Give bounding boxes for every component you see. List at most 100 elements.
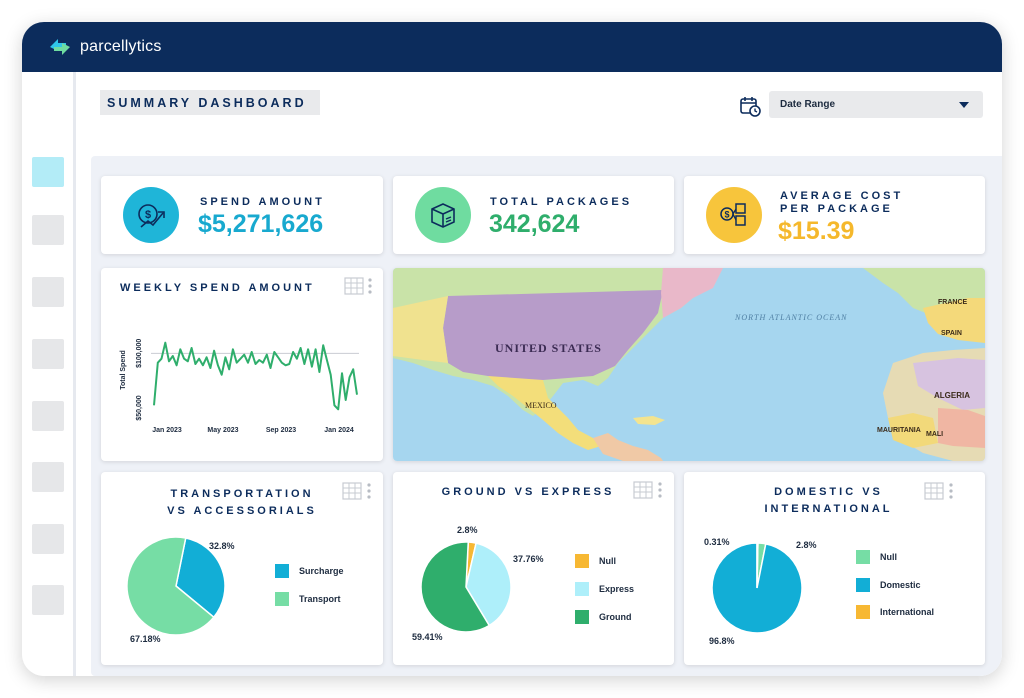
sidebar-item-5[interactable] [32, 401, 64, 431]
ground-express-title: GROUND VS EXPRESS [441, 486, 615, 498]
app-logo-text: parcellytics [80, 38, 162, 55]
legend-swatch [575, 582, 589, 596]
date-range-label: Date Range [780, 99, 836, 110]
table-view-icon[interactable] [342, 482, 362, 500]
transport-title-line1: TRANSPORTATION [170, 488, 314, 500]
pie-label-transport: 67.18% [130, 634, 161, 644]
pie-label-null: 2.8% [796, 540, 817, 550]
kpi-packages-value: 342,624 [489, 210, 580, 238]
weekly-spend-title: WEEKLY SPEND AMOUNT [120, 282, 315, 294]
legend-swatch [575, 610, 589, 624]
kpi-spend-label: SPEND AMOUNT [200, 196, 325, 208]
transport-title-line2: VS ACCESSORIALS [167, 505, 317, 517]
domestic-international-card: DOMESTIC VS INTERNATIONAL 0.31% 2.8% 96.… [684, 472, 985, 665]
kpi-avg-cost-label: AVERAGE COST PER PACKAGE [780, 190, 903, 216]
more-options-icon[interactable] [367, 482, 371, 500]
more-options-icon[interactable] [368, 277, 372, 295]
legend-swatch [856, 578, 870, 592]
legend-label: Transport [299, 594, 341, 604]
map-label-mauritania: MAURITANIA [877, 427, 921, 434]
more-options-icon[interactable] [658, 481, 662, 499]
kpi-avg-cost-value: $15.39 [778, 217, 855, 245]
kpi-packages-label: TOTAL PACKAGES [490, 196, 633, 208]
legend-label: Surcharge [299, 566, 344, 576]
pie-label-domestic: 96.8% [709, 636, 735, 646]
legend-label: Express [599, 584, 635, 594]
sidebar [22, 72, 76, 676]
x-tick-label: Jan 2024 [324, 427, 354, 434]
top-bar: parcellytics [22, 22, 1002, 72]
legend-item-surcharge: Surcharge [275, 564, 344, 578]
table-view-icon[interactable] [924, 482, 944, 500]
legend-label: Domestic [880, 580, 921, 590]
domestic-title-line1: DOMESTIC VS [774, 486, 883, 498]
table-view-icon[interactable] [633, 481, 653, 499]
legend-swatch [856, 605, 870, 619]
sidebar-item-6[interactable] [32, 462, 64, 492]
more-options-icon[interactable] [949, 482, 953, 500]
legend-swatch [575, 554, 589, 568]
sidebar-item-7[interactable] [32, 524, 64, 554]
svg-text:$: $ [145, 209, 151, 221]
kpi-avg-cost-label-line1: AVERAGE COST [780, 190, 904, 202]
legend-item-express: Express [575, 582, 634, 596]
weekly-spend-card: WEEKLY SPEND AMOUNT $50,000 $100,000 Total… [101, 268, 383, 461]
cost-per-package-icon: $ [706, 187, 762, 243]
sidebar-item-4[interactable] [32, 339, 64, 369]
sidebar-item-1[interactable] [32, 157, 64, 187]
map-label-mexico: MEXICO [525, 401, 557, 410]
legend-label: International [880, 607, 935, 617]
legend-swatch [275, 564, 289, 578]
calendar-clock-icon[interactable] [739, 95, 761, 117]
transport-pie-chart [126, 536, 226, 636]
sidebar-item-2[interactable] [32, 215, 64, 245]
legend-item-null: Null [575, 554, 616, 568]
kpi-spend-value: $5,271,626 [198, 210, 324, 238]
legend-item-international: International [856, 605, 934, 619]
legend-item-domestic: Domestic [856, 578, 921, 592]
legend-swatch [275, 592, 289, 606]
logo-icon [50, 39, 70, 55]
pie-slice-ground[interactable] [420, 541, 491, 633]
domestic-international-title: DOMESTIC VS INTERNATIONAL [684, 484, 973, 518]
pie-slice-international[interactable] [756, 542, 759, 589]
domestic-title-line2: INTERNATIONAL [764, 503, 893, 515]
kpi-spend-card: $ SPEND AMOUNT $5,271,626 [101, 176, 383, 254]
pie-label-express: 37.76% [513, 554, 544, 564]
pie-slice-transport[interactable] [126, 536, 215, 636]
legend-label: Null [880, 552, 897, 562]
package-box-icon [415, 187, 471, 243]
ground-express-pie-chart [420, 541, 512, 633]
map-label-us: UNITED STATES [495, 341, 602, 355]
map-label-algeria: ALGERIA [934, 391, 970, 400]
y-tick-label: $100,000 [136, 339, 143, 368]
weekly-spend-line-chart: $50,000 $100,000 Total Spend Jan 2023 May 20… [120, 339, 359, 434]
legend-label: Null [599, 556, 616, 566]
map-label-spain: SPAIN [941, 330, 962, 337]
chevron-down-icon [959, 102, 969, 108]
legend-label: Ground [599, 612, 632, 622]
svg-text:$: $ [724, 210, 729, 220]
map-label-france: FRANCE [938, 299, 967, 306]
series-line [153, 341, 358, 411]
kpi-packages-card: TOTAL PACKAGES 342,624 [393, 176, 674, 254]
world-map[interactable]: UNITED STATES NORTH ATLANTIC OCEAN MEXIC… [393, 268, 985, 461]
transport-accessorials-card: TRANSPORTATION VS ACCESSORIALS 32.8% 67.… [101, 472, 383, 665]
map-label-mali: MALI [926, 431, 943, 438]
y-tick-label: $50,000 [136, 395, 143, 420]
x-tick-label: May 2023 [207, 427, 238, 434]
x-tick-label: Sep 2023 [266, 427, 296, 434]
sidebar-item-8[interactable] [32, 585, 64, 615]
sidebar-item-3[interactable] [32, 277, 64, 307]
pie-label-surcharge: 32.8% [209, 541, 235, 551]
legend-item-null: Null [856, 550, 897, 564]
date-range-dropdown[interactable]: Date Range [769, 91, 983, 118]
map-card: UNITED STATES NORTH ATLANTIC OCEAN MEXIC… [393, 268, 985, 461]
ground-express-card: GROUND VS EXPRESS 2.8% 37.76% 59.41% Nul… [393, 472, 674, 665]
pie-slice-surcharge[interactable] [175, 537, 226, 619]
pie-label-ground: 59.41% [412, 632, 443, 642]
table-view-icon[interactable] [344, 277, 364, 295]
x-tick-label: Jan 2023 [152, 427, 182, 434]
kpi-avg-cost-card: $ AVERAGE COST PER PACKAGE $15.39 [684, 176, 985, 254]
legend-swatch [856, 550, 870, 564]
